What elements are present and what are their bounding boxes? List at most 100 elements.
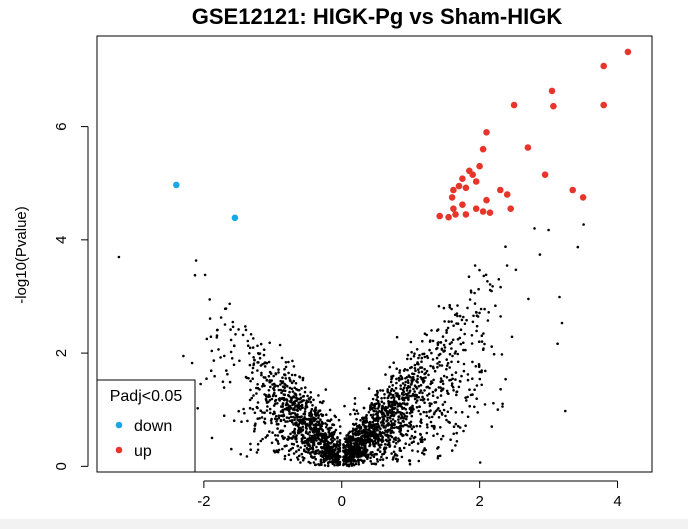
background-point [380,397,383,400]
background-point [277,442,280,445]
background-point [363,445,367,449]
background-point [293,418,296,422]
background-point [510,335,514,339]
background-point [347,464,351,468]
background-point [457,385,461,389]
background-point [280,429,284,433]
background-point [287,416,291,420]
background-point [370,431,374,434]
background-point [381,440,384,443]
background-point [259,342,263,346]
background-point [282,389,286,392]
background-point [325,451,328,454]
background-point [480,383,484,387]
legend-box [96,379,196,473]
background-point [427,373,430,377]
background-point [222,386,226,389]
background-point [256,448,260,452]
background-point [390,387,394,391]
background-point [455,393,458,397]
background-point [272,404,276,407]
background-point [287,394,291,398]
background-point [265,395,268,398]
background-point [241,333,245,337]
background-point [405,386,409,390]
background-point [263,421,267,425]
background-point [343,404,346,408]
background-point [414,385,418,389]
background-point [314,457,318,461]
background-point [381,458,385,461]
background-point [393,396,396,400]
background-point [274,434,277,437]
background-point [379,410,383,414]
background-point [299,418,302,422]
background-point [464,396,467,400]
background-point [291,446,295,450]
background-point [332,444,336,447]
background-point [370,462,374,466]
background-point [352,408,356,412]
background-point [388,385,391,389]
background-point [445,331,448,334]
background-point [370,453,374,457]
background-point [359,425,363,429]
background-point [305,418,309,421]
background-point [267,393,271,397]
background-point [442,343,446,347]
background-point [364,432,367,436]
background-point [379,427,382,431]
background-point [190,361,194,365]
background-point [462,348,465,352]
background-point [446,410,450,414]
background-point [303,390,307,394]
background-point [547,228,550,232]
background-point [438,360,441,364]
background-point [362,440,366,444]
up-point [507,205,514,212]
background-point [423,355,427,359]
background-point [424,371,428,375]
background-point [256,369,259,372]
background-point [429,364,432,368]
background-point [296,413,299,416]
background-point [309,428,312,431]
background-point [466,373,470,376]
background-point [297,448,301,452]
up-point [472,178,480,185]
background-point [482,332,485,335]
background-point [306,394,309,398]
background-point [263,365,267,368]
background-point [384,438,388,442]
background-point [357,439,360,443]
background-point [261,437,264,441]
background-point [391,401,395,405]
background-point [406,357,409,361]
background-point [383,393,386,396]
background-point [308,423,311,427]
background-point [299,421,303,424]
background-point [475,311,478,314]
background-point [313,455,316,459]
background-point [245,455,249,458]
background-point [371,397,375,401]
background-point [315,449,319,453]
background-point [295,408,299,412]
background-point [364,453,368,457]
background-point [314,452,317,456]
background-point [427,392,431,396]
background-point [316,442,320,445]
background-point [388,409,392,412]
background-point [398,369,402,372]
background-point [270,421,273,425]
legend: Padj<0.05 down up [96,379,196,473]
background-point [255,392,258,395]
background-point [246,339,250,343]
background-point [256,401,260,404]
background-point [303,444,307,448]
background-point [372,462,376,466]
background-point [309,436,313,440]
background-point [375,410,378,413]
background-point [223,323,227,326]
background-point [381,435,384,438]
